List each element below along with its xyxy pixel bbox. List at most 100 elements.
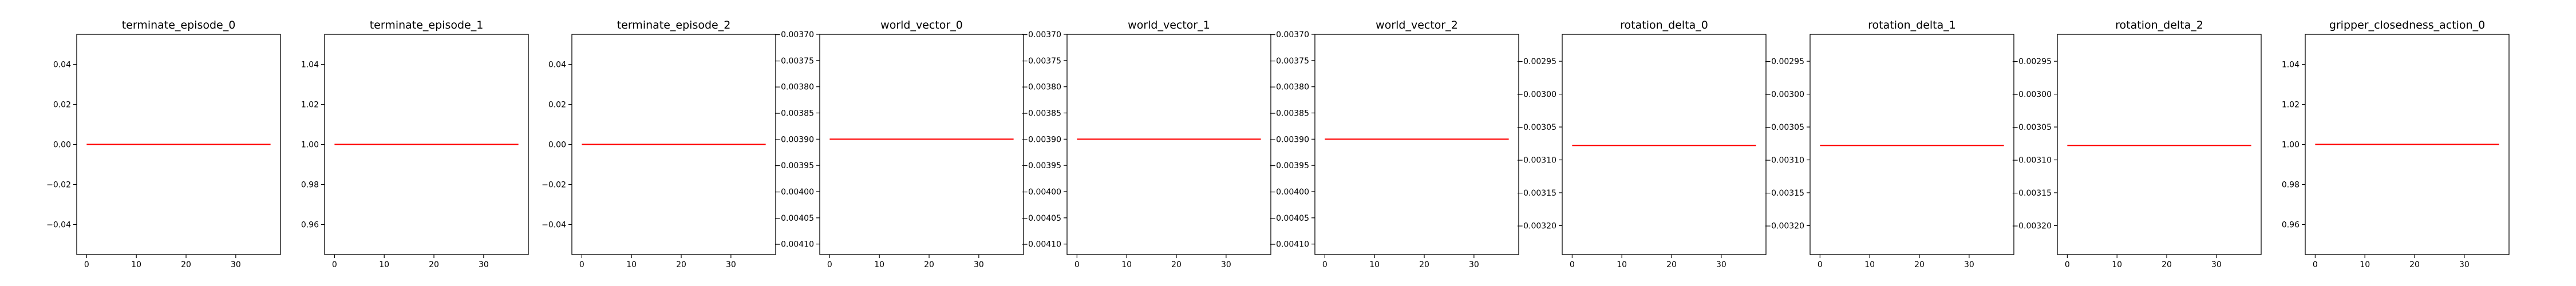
y-tick-label: −0.00410 xyxy=(774,240,814,249)
plot-frame xyxy=(819,34,1024,255)
subplot-title: terminate_episode_1 xyxy=(370,19,484,31)
y-tick-label: 1.04 xyxy=(301,61,319,70)
y-tick-label: −0.00405 xyxy=(1021,214,1061,223)
x-tick-label: 30 xyxy=(2211,260,2222,269)
subplot: rotation_delta_2 0 10 20 30 −0.00295 −0.00300 −… xyxy=(2012,19,2262,269)
x-tick-label: 20 xyxy=(429,260,439,269)
subplot: world_vector_2 0 10 20 30 −0.00370 −0.00375 −0.… xyxy=(1269,19,1519,269)
y-tick-label: −0.00300 xyxy=(1764,90,1804,100)
y-tick-label: −0.00295 xyxy=(1516,57,1556,66)
subplot-title: world_vector_1 xyxy=(1128,19,1210,31)
y-tick-label: −0.00410 xyxy=(1269,240,1309,249)
x-tick-label: 30 xyxy=(1716,260,1726,269)
y-tick-label: 0.02 xyxy=(548,101,566,110)
subplot-title: terminate_episode_2 xyxy=(617,19,731,31)
y-tick-label: 0.96 xyxy=(2282,221,2300,230)
x-tick-label: 30 xyxy=(231,260,241,269)
y-tick-label: −0.00320 xyxy=(1516,221,1556,231)
x-tick-label: 20 xyxy=(924,260,934,269)
subplot-title: gripper_closedness_action_0 xyxy=(2329,19,2485,31)
y-tick-label: −0.00390 xyxy=(1269,135,1309,144)
x-tick-label: 20 xyxy=(181,260,191,269)
x-tick-label: 20 xyxy=(1419,260,1429,269)
x-tick-label: 10 xyxy=(2112,260,2122,269)
x-tick-label: 10 xyxy=(379,260,389,269)
y-tick-label: −0.00390 xyxy=(774,135,814,144)
y-tick-label: −0.00310 xyxy=(2012,156,2052,165)
y-tick-label: −0.00380 xyxy=(1021,83,1061,92)
y-tick-label: 1.04 xyxy=(2282,61,2300,70)
x-tick-label: 10 xyxy=(1369,260,1380,269)
y-tick-label: −0.00315 xyxy=(2012,189,2052,198)
y-tick-label: −0.00395 xyxy=(1269,161,1309,170)
y-tick-label: 1.00 xyxy=(301,141,319,150)
y-tick-label: 0.98 xyxy=(301,181,319,190)
x-tick-label: 10 xyxy=(2360,260,2370,269)
y-tick-label: −0.04 xyxy=(542,221,566,230)
y-tick-label: −0.00390 xyxy=(1021,135,1061,144)
y-tick-label: −0.00300 xyxy=(1516,90,1556,100)
subplot: terminate_episode_1 0 10 20 30 1.04 1.02 1.00 0.… xyxy=(301,19,529,269)
subplot: world_vector_1 0 10 20 30 −0.00370 −0.00375 −0.… xyxy=(1021,19,1271,269)
y-tick-label: −0.00385 xyxy=(1021,109,1061,118)
subplot: terminate_episode_0 0 10 20 30 0.04 0.02 0.00 −0… xyxy=(46,19,281,269)
y-tick-label: 0.00 xyxy=(548,141,566,150)
plot-frame xyxy=(1562,34,1767,255)
x-tick-label: 0 xyxy=(84,260,89,269)
x-tick-label: 20 xyxy=(2162,260,2172,269)
y-tick-label: −0.00400 xyxy=(774,188,814,197)
y-tick-label: −0.00295 xyxy=(2012,57,2052,66)
x-tick-label: 20 xyxy=(1666,260,1677,269)
y-tick-label: 0.04 xyxy=(53,61,71,70)
plot-frame xyxy=(1314,34,1519,255)
x-tick-label: 30 xyxy=(2459,260,2470,269)
x-tick-label: 30 xyxy=(1221,260,1231,269)
y-tick-label: −0.02 xyxy=(46,181,71,190)
y-tick-label: −0.00395 xyxy=(1021,161,1061,170)
y-tick-label: −0.00405 xyxy=(774,214,814,223)
y-tick-label: −0.00370 xyxy=(1021,30,1061,39)
y-tick-label: 0.96 xyxy=(301,221,319,230)
plot-frame xyxy=(1066,34,1271,255)
y-tick-label: 1.00 xyxy=(2282,141,2300,150)
plot-frame xyxy=(1809,34,2014,255)
x-tick-label: 30 xyxy=(726,260,736,269)
y-tick-label: 1.02 xyxy=(2282,101,2300,110)
y-tick-label: −0.00305 xyxy=(2012,123,2052,132)
y-tick-label: −0.00315 xyxy=(1516,189,1556,198)
subplot-title: rotation_delta_1 xyxy=(1868,19,1956,31)
y-tick-label: 0.04 xyxy=(548,61,566,70)
y-tick-label: −0.00400 xyxy=(1021,188,1061,197)
y-tick-label: −0.00380 xyxy=(1269,83,1309,92)
subplot: gripper_closedness_action_0 0 10 20 30 1.04 1.… xyxy=(2282,19,2510,269)
y-tick-label: −0.00305 xyxy=(1516,123,1556,132)
y-tick-label: −0.00315 xyxy=(1764,189,1804,198)
x-tick-label: 20 xyxy=(1914,260,1925,269)
y-tick-label: −0.00320 xyxy=(1764,221,1804,231)
subplot-title: rotation_delta_0 xyxy=(1620,19,1708,31)
x-tick-label: 0 xyxy=(579,260,584,269)
x-tick-label: 0 xyxy=(1322,260,1327,269)
y-tick-label: −0.00375 xyxy=(774,57,814,66)
x-tick-label: 10 xyxy=(874,260,884,269)
subplot: rotation_delta_1 0 10 20 30 −0.00295 −0.00300 −… xyxy=(1764,19,2014,269)
subplot-title: world_vector_2 xyxy=(1376,19,1458,31)
x-tick-label: 0 xyxy=(2313,260,2318,269)
x-tick-label: 10 xyxy=(1864,260,1875,269)
x-tick-label: 20 xyxy=(1171,260,1182,269)
y-tick-label: −0.00375 xyxy=(1021,57,1061,66)
x-tick-label: 0 xyxy=(1570,260,1575,269)
y-tick-label: −0.00395 xyxy=(774,161,814,170)
plot-frame xyxy=(2057,34,2262,255)
y-tick-label: −0.02 xyxy=(542,181,566,190)
x-tick-label: 10 xyxy=(1617,260,1627,269)
subplot-title: terminate_episode_0 xyxy=(122,19,236,31)
y-tick-label: 0.98 xyxy=(2282,181,2300,190)
subplot-title: rotation_delta_2 xyxy=(2115,19,2203,31)
x-tick-label: 20 xyxy=(676,260,686,269)
y-tick-label: −0.00310 xyxy=(1516,156,1556,165)
x-tick-label: 10 xyxy=(1121,260,1132,269)
y-tick-label: 0.00 xyxy=(53,141,71,150)
y-tick-label: −0.00370 xyxy=(774,30,814,39)
